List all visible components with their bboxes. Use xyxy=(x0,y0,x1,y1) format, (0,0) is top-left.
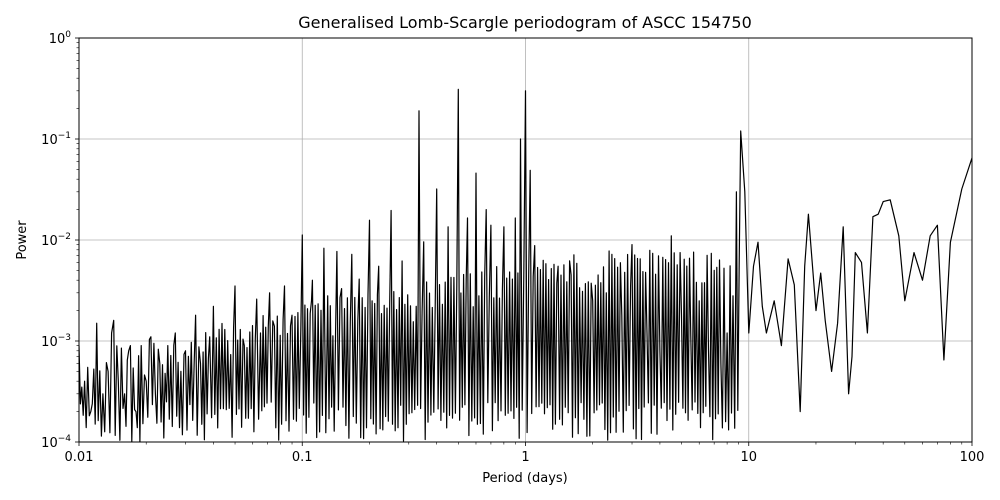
y-tick-label: 10−2 xyxy=(41,232,71,249)
power-series-line xyxy=(79,88,972,442)
x-axis-ticks: 0.01 0.1 1 10 100 xyxy=(65,442,985,465)
y-axis-ticks: 10−4 10−3 10−2 10−1 100 xyxy=(41,30,79,451)
y-tick-label: 100 xyxy=(49,30,72,47)
x-tick-label: 0.01 xyxy=(65,450,94,465)
y-tick-label: 10−3 xyxy=(41,333,71,350)
plot-area xyxy=(79,88,972,442)
x-tick-label: 10 xyxy=(740,450,757,465)
x-axis-label: Period (days) xyxy=(482,471,568,486)
y-axis-label: Power xyxy=(15,220,30,260)
x-tick-label: 1 xyxy=(521,450,529,465)
chart-title: Generalised Lomb-Scargle periodogram of … xyxy=(298,13,752,32)
x-tick-label: 100 xyxy=(960,450,985,465)
x-tick-label: 0.1 xyxy=(292,450,313,465)
y-tick-label: 10−4 xyxy=(41,434,71,451)
y-tick-label: 10−1 xyxy=(41,131,71,148)
